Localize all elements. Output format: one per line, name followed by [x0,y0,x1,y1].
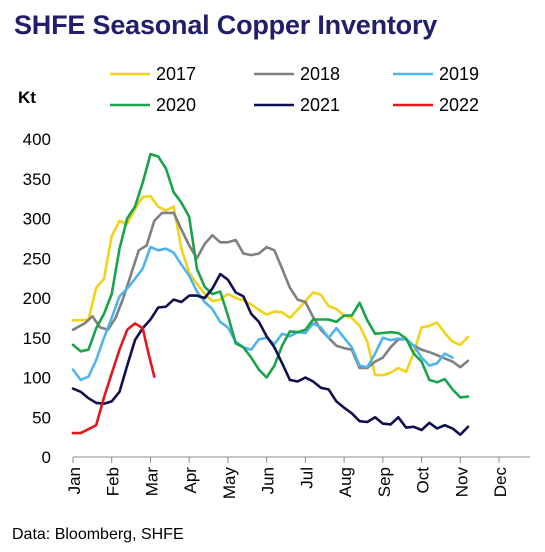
x-tick-label: Jun [259,467,278,494]
x-tick-label: Jan [65,467,84,494]
series-line-2021 [71,272,470,437]
y-tick-label: 150 [23,329,51,348]
y-tick-label: 0 [42,448,51,467]
source-note: Data: Bloomberg, SHFE [12,526,184,543]
series-line-2017 [71,194,470,377]
series-line-2022 [71,322,156,435]
series-line-2019 [71,245,454,382]
legend-label-2019: 2019 [439,64,479,84]
chart-title: SHFE Seasonal Copper Inventory [14,10,438,40]
x-tick-label: Dec [491,467,510,498]
x-tick-label: Sep [375,467,394,497]
y-tick-label: 100 [23,369,51,388]
y-tick-label: 50 [32,408,51,427]
x-tick-label: Mar [142,467,161,497]
y-axis-label: Kt [18,88,36,107]
x-tick-label: Feb [104,467,123,496]
x-tick-label: Nov [452,467,471,498]
chart-legend: 2017 2018 2019 2020 2021 2022 [110,64,479,115]
series-line-2020 [71,152,470,399]
x-tick-label: Oct [414,467,433,494]
x-tick-label: Aug [336,467,355,497]
legend-label-2020: 2020 [156,95,196,115]
y-axis-ticks: 0 50 100 150 200 250 300 350 400 [23,130,51,467]
x-tick-label: May [220,467,239,500]
series-lines [71,152,470,437]
y-tick-label: 200 [23,289,51,308]
legend-label-2022: 2022 [439,95,479,115]
legend-label-2017: 2017 [156,64,196,84]
legend-label-2018: 2018 [300,64,340,84]
y-tick-label: 400 [23,130,51,149]
x-tick-label: Apr [181,467,200,494]
y-tick-label: 250 [23,249,51,268]
x-tick-label: Jul [297,467,316,489]
y-tick-label: 350 [23,170,51,189]
legend-label-2021: 2021 [300,95,340,115]
y-tick-label: 300 [23,210,51,229]
x-axis: Jan Feb Mar Apr May Jun Jul Aug Sep Oct Nov Dec [65,456,530,500]
